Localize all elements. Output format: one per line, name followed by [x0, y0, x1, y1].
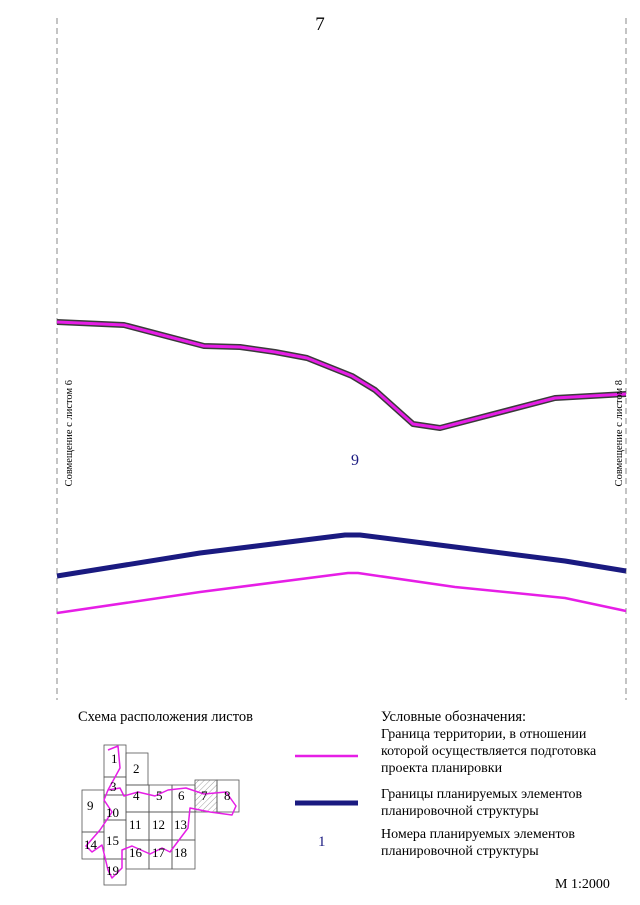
legend-title: Условные обозначения:	[381, 709, 527, 725]
sheet-label: 11	[129, 817, 142, 832]
territory-boundary-upper	[56, 320, 627, 430]
scheme-territory-outline	[85, 745, 237, 879]
legend-item-territory: Граница территории, в отношении которой …	[381, 727, 597, 776]
sheet-label: 16	[129, 845, 143, 860]
planning-element-number: 9	[351, 452, 359, 469]
sheet-label: 17	[152, 845, 166, 860]
match-line-left-label: Совмещение с листом 6	[64, 380, 75, 487]
map-scale: М 1:2000	[555, 877, 610, 892]
sheet-label: 19	[106, 863, 119, 878]
territory-boundary-lower	[56, 571, 627, 615]
sheet-label: 4	[133, 788, 140, 803]
legend-number-symbol: 1	[318, 834, 326, 850]
sheet-label: 5	[156, 788, 163, 803]
sheet-numbers: 1 2 3 4 5 6 7 8 9 10 11 12 13 14 15 16 1…	[84, 751, 231, 878]
match-line-right-label: Совмещение с листом 8	[614, 380, 625, 487]
sheet-label: 15	[106, 833, 119, 848]
sheet-label: 9	[87, 798, 94, 813]
sheet-label: 8	[224, 788, 231, 803]
element-boundary-line	[56, 532, 627, 579]
sheet-label: 7	[201, 788, 208, 803]
sheet-label: 14	[84, 837, 98, 852]
sheet-label: 10	[106, 805, 119, 820]
territory-boundary-upper-outline	[56, 319, 627, 431]
sheet-label: 6	[178, 788, 185, 803]
sheet-label: 2	[133, 761, 140, 776]
sheet-label: 3	[110, 779, 117, 794]
sheet-label: 18	[174, 845, 187, 860]
sheet-label: 1	[111, 751, 118, 766]
scheme-title: Схема расположения листов	[78, 709, 253, 725]
legend-item-element-number: Номера планируемых элементов планировочн…	[381, 827, 575, 859]
page-number: 7	[315, 14, 325, 35]
sheet-label: 13	[174, 817, 187, 832]
sheet-label: 12	[152, 817, 165, 832]
legend-item-element-boundary: Границы планируемых элементов планировоч…	[381, 787, 583, 819]
